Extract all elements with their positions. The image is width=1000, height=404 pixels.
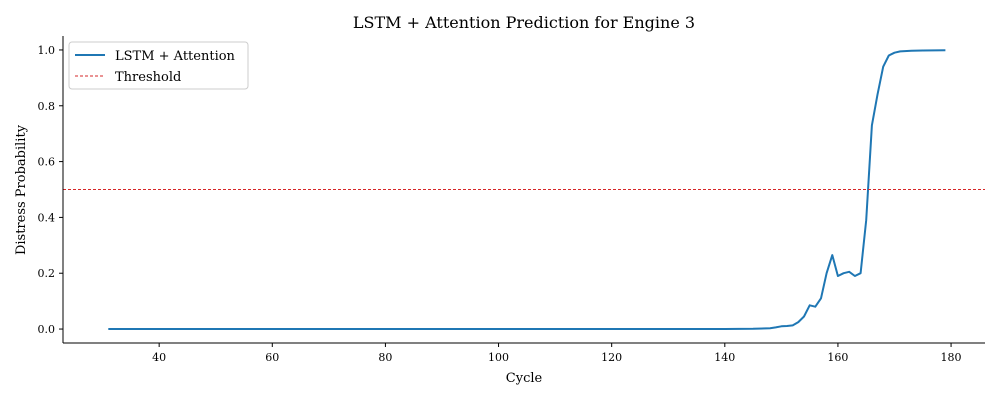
y-tick-label: 0.2 [38,267,56,280]
legend-label-threshold: Threshold [115,70,181,85]
x-tick-label: 40 [152,351,166,364]
y-tick-label: 0.4 [38,211,56,224]
axes: 40 60 80 100 120 140 160 180 0.0 0.2 0.4 0.6 0.8 1.0 [38,36,985,364]
y-tick-label: 0.0 [38,323,56,336]
prediction-line [108,49,946,330]
y-axis-label: Distress Probability [14,124,29,255]
x-tick-label: 160 [827,351,848,364]
y-tick-label: 0.6 [38,156,56,169]
x-tick-label: 80 [378,351,392,364]
x-tick-label: 140 [714,351,735,364]
x-axis-label: Cycle [506,371,543,386]
y-tick-label: 1.0 [38,44,56,57]
y-tick-label: 0.8 [38,100,56,113]
legend-label-lstm: LSTM + Attention [115,49,236,64]
x-tick-label: 180 [941,351,962,364]
x-tick-label: 60 [265,351,279,364]
x-tick-label: 120 [601,351,622,364]
plot-area [63,49,985,330]
chart-title: LSTM + Attention Prediction for Engine 3 [353,13,695,32]
legend-box [68,41,249,90]
legend: LSTM + Attention Threshold [68,41,249,90]
x-tick-label: 100 [488,351,509,364]
